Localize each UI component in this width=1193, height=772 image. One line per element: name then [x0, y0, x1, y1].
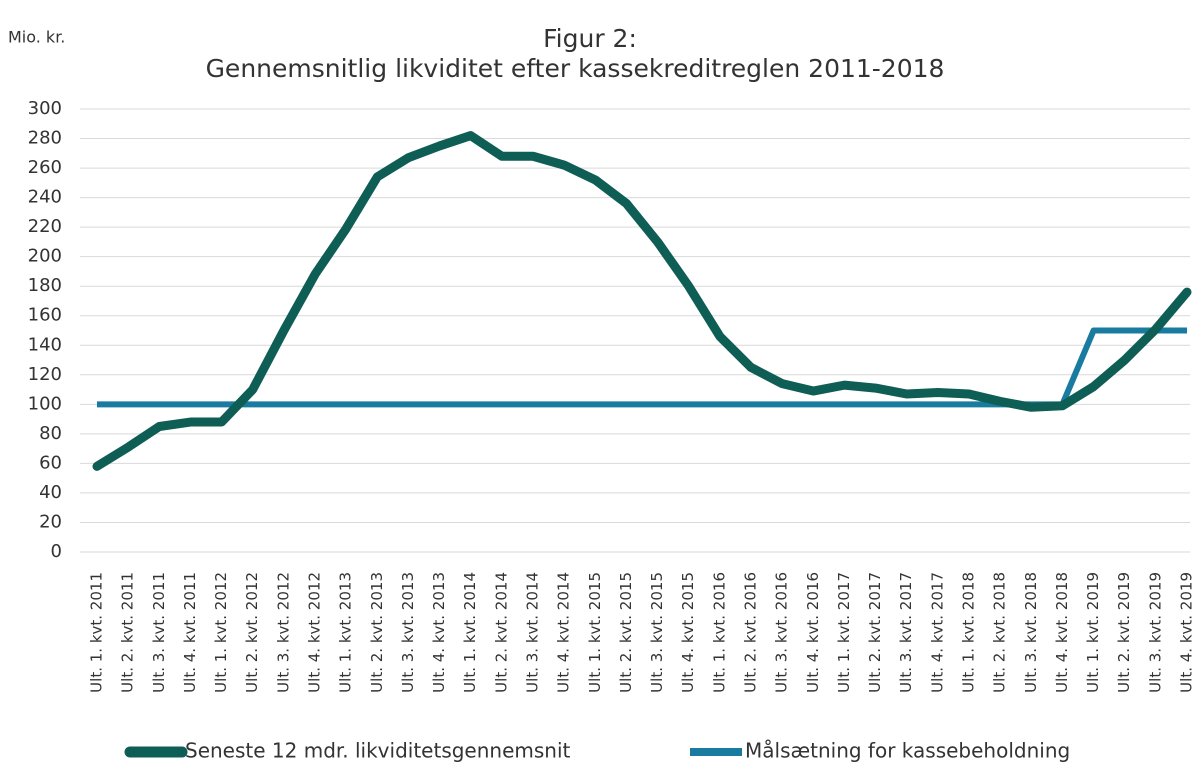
x-tick-label: Ult. 4. kvt. 2013 — [430, 572, 448, 693]
y-tick-label: 220 — [28, 216, 62, 237]
x-tick-label: Ult. 2. kvt. 2011 — [119, 572, 137, 693]
x-tick-label: Ult. 3. kvt. 2017 — [897, 572, 915, 693]
x-tick-label: Ult. 1. kvt. 2011 — [88, 572, 106, 693]
y-tick-label: 0 — [51, 541, 62, 562]
x-tick-label: Ult. 3. kvt. 2018 — [1022, 572, 1040, 693]
x-tick-label: Ult. 4. kvt. 2014 — [555, 572, 573, 693]
x-tick-label: Ult. 2. kvt. 2019 — [1115, 572, 1133, 693]
y-tick-label: 80 — [39, 423, 62, 444]
x-tick-label: Ult. 4. kvt. 2012 — [306, 572, 324, 693]
legend-label: Målsætning for kassebeholdning — [745, 739, 1070, 763]
y-tick-label: 280 — [28, 128, 62, 149]
x-tick-label: Ult. 3. kvt. 2015 — [648, 572, 666, 693]
x-tick-label: Ult. 1. kvt. 2014 — [461, 572, 479, 693]
x-tick-label: Ult. 2. kvt. 2017 — [866, 572, 884, 693]
x-tick-label: Ult. 2. kvt. 2014 — [492, 572, 510, 693]
x-tick-label: Ult. 4. kvt. 2011 — [181, 572, 199, 693]
x-tick-label: Ult. 1. kvt. 2012 — [212, 572, 230, 693]
y-tick-label: 160 — [28, 305, 62, 326]
y-axis-label: Mio. kr. — [8, 28, 65, 47]
x-tick-label: Ult. 3. kvt. 2013 — [399, 572, 417, 693]
x-tick-label: Ult. 1. kvt. 2019 — [1084, 572, 1102, 693]
chart-subtitle: Gennemsnitlig likviditet efter kassekred… — [206, 54, 945, 83]
x-tick-label: Ult. 3. kvt. 2019 — [1146, 572, 1164, 693]
line-series — [92, 131, 1192, 471]
y-tick-label: 180 — [28, 275, 62, 296]
y-tick-label: 120 — [28, 364, 62, 385]
x-tick-label: Ult. 1. kvt. 2017 — [835, 572, 853, 693]
x-tick-label: Ult. 4. kvt. 2016 — [804, 572, 822, 693]
x-tick-label: Ult. 2. kvt. 2018 — [991, 572, 1009, 693]
y-tick-label: 40 — [39, 482, 62, 503]
y-tick-label: 60 — [39, 452, 62, 473]
x-tick-label: Ult. 1. kvt. 2013 — [337, 572, 355, 693]
legend-label: Seneste 12 mdr. likviditetsgennemsnit — [185, 739, 571, 763]
x-tick-label: Ult. 4. kvt. 2018 — [1053, 572, 1071, 693]
y-tick-label: 20 — [39, 511, 62, 532]
x-tick-label: Ult. 2. kvt. 2016 — [742, 572, 760, 693]
y-tick-label: 300 — [28, 98, 62, 119]
y-tick-label: 140 — [28, 334, 62, 355]
x-tick-label: Ult. 2. kvt. 2012 — [243, 572, 261, 693]
x-tick-label: Ult. 4. kvt. 2017 — [928, 572, 946, 693]
x-tick-label: Ult. 3. kvt. 2016 — [773, 572, 791, 693]
x-tick-label: Ult. 3. kvt. 2012 — [274, 572, 292, 693]
x-tick-label: Ult. 3. kvt. 2011 — [150, 572, 168, 693]
y-tick-label: 240 — [28, 187, 62, 208]
x-tick-label: Ult. 1. kvt. 2015 — [586, 572, 604, 693]
x-tick-label: Ult. 4. kvt. 2019 — [1178, 572, 1193, 693]
x-tick-label: Ult. 1. kvt. 2016 — [710, 572, 728, 693]
x-tick-label: Ult. 1. kvt. 2018 — [960, 572, 978, 693]
x-tick-label: Ult. 2. kvt. 2015 — [617, 572, 635, 693]
chart-title: Figur 2: — [543, 24, 637, 53]
y-tick-label: 100 — [28, 393, 62, 414]
x-tick-label: Ult. 2. kvt. 2013 — [368, 572, 386, 693]
x-tick-label: Ult. 3. kvt. 2014 — [524, 572, 542, 693]
y-tick-label: 260 — [28, 157, 62, 178]
x-tick-label: Ult. 4. kvt. 2015 — [679, 572, 697, 693]
y-tick-label: 200 — [28, 246, 62, 267]
